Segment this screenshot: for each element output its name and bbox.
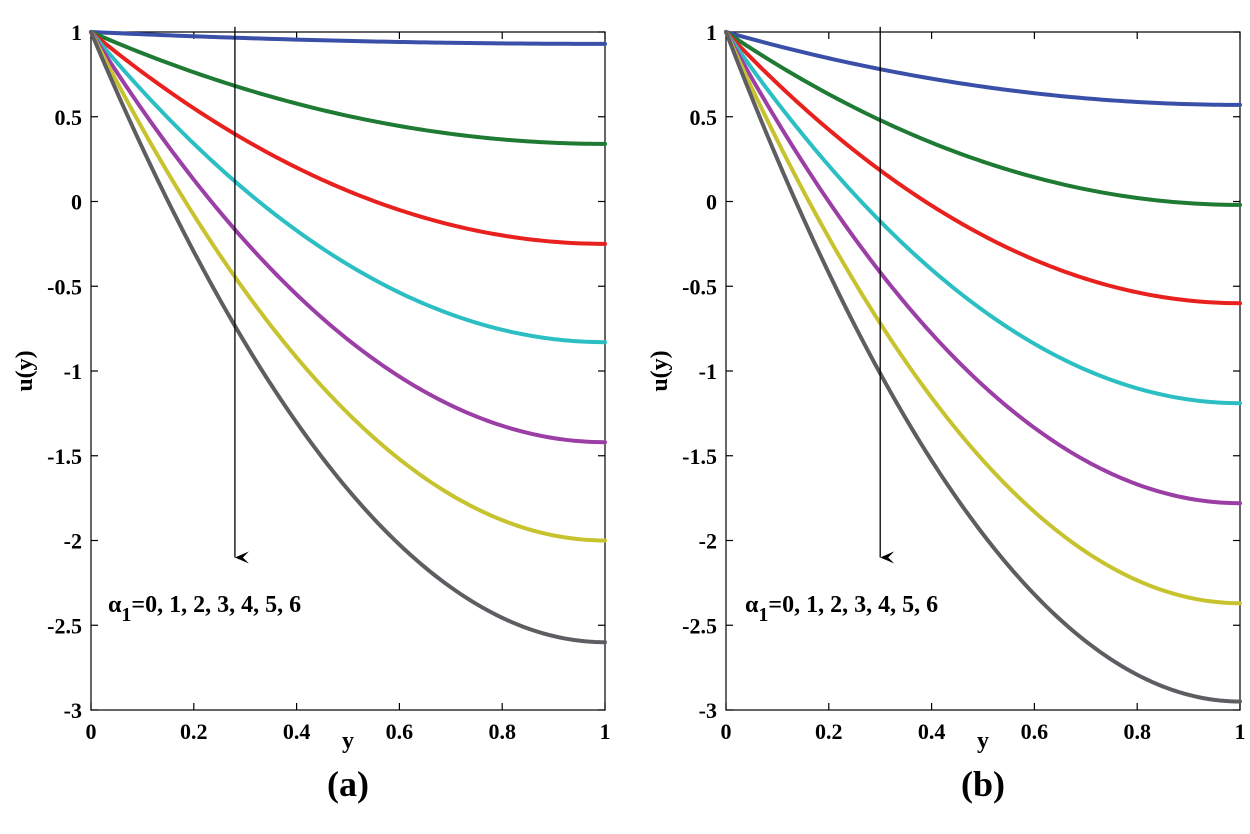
series-line-alpha-6 [89, 30, 607, 645]
y-tick-label: -2.5 [47, 613, 82, 638]
alpha-annotation: α1=0, 1, 2, 3, 4, 5, 6 [108, 592, 301, 626]
x-tick-label: 0.6 [386, 719, 414, 744]
y-tick-label: -1.5 [682, 444, 717, 469]
y-tick-label: 0 [71, 190, 82, 215]
series-line-alpha-2 [89, 30, 607, 246]
x-tick-label: 0.4 [918, 719, 946, 744]
x-tick-label: 0.8 [488, 719, 516, 744]
series-line-alpha-3 [724, 30, 1242, 406]
panel-label: (b) [961, 764, 1005, 804]
x-tick-label: 0.2 [815, 719, 843, 744]
y-tick-label: 0 [706, 190, 717, 215]
x-axis-label: y [342, 728, 354, 754]
series-line-alpha-1 [89, 30, 607, 146]
x-tick-label: 0.4 [283, 719, 311, 744]
y-tick-label: -2 [699, 529, 717, 554]
alpha-values: =0, 1, 2, 3, 4, 5, 6 [131, 592, 301, 618]
alpha-symbol: α [108, 592, 122, 618]
series-line-alpha-5 [89, 30, 607, 543]
series-line-alpha-4 [724, 30, 1242, 506]
series-line-alpha-4 [89, 30, 607, 445]
y-tick-label: -3 [699, 698, 717, 723]
series-line-alpha-2 [724, 30, 1242, 306]
y-tick-label: 1 [71, 20, 82, 45]
x-tick-label: 0.2 [180, 719, 208, 744]
y-tick-label: -1.5 [47, 444, 82, 469]
x-axis-label: y [977, 728, 989, 754]
y-tick-label: -3 [64, 698, 82, 723]
x-tick-label: 1 [1235, 719, 1246, 744]
panel-label: (a) [327, 764, 369, 804]
y-tick-label: -1 [699, 359, 717, 384]
y-tick-label: -2.5 [682, 613, 717, 638]
x-tick-label: 0 [721, 719, 732, 744]
alpha-subscript: 1 [121, 604, 131, 626]
series-line-alpha-5 [724, 30, 1242, 606]
chart-panel-b: 0 0.2 0.4 0.6 0.8 110.50-0.5-1-1.5-2-2.5-3α1=… [647, 20, 1246, 804]
series-line-alpha-3 [89, 30, 607, 345]
y-tick-label: -2 [64, 529, 82, 554]
x-tick-label: 1 [600, 719, 611, 744]
series-line-alpha-6 [724, 30, 1242, 704]
y-tick-label: -0.5 [682, 274, 717, 299]
series-line-alpha-0 [724, 30, 1242, 107]
y-tick-label: 1 [706, 20, 717, 45]
alpha-symbol: α [745, 592, 759, 618]
y-tick-label: 0.5 [55, 105, 83, 130]
y-tick-label: -1 [64, 359, 82, 384]
x-tick-label: 0 [86, 719, 97, 744]
y-axis-label: u(y) [12, 350, 38, 391]
alpha-annotation: α1=0, 1, 2, 3, 4, 5, 6 [745, 592, 938, 626]
y-tick-label: 0.5 [690, 105, 718, 130]
y-tick-label: -0.5 [47, 274, 82, 299]
series-line-alpha-0 [89, 30, 607, 46]
series-line-alpha-1 [724, 30, 1242, 207]
chart-panel-a: 0 0.2 0.4 0.6 0.8 110.50-0.5-1-1.5-2-2.5-3α1=… [12, 20, 611, 804]
alpha-subscript: 1 [758, 604, 768, 626]
y-axis-label: u(y) [647, 350, 673, 391]
x-tick-label: 0.6 [1021, 719, 1049, 744]
x-tick-label: 0.8 [1123, 719, 1151, 744]
alpha-values: =0, 1, 2, 3, 4, 5, 6 [768, 592, 938, 618]
